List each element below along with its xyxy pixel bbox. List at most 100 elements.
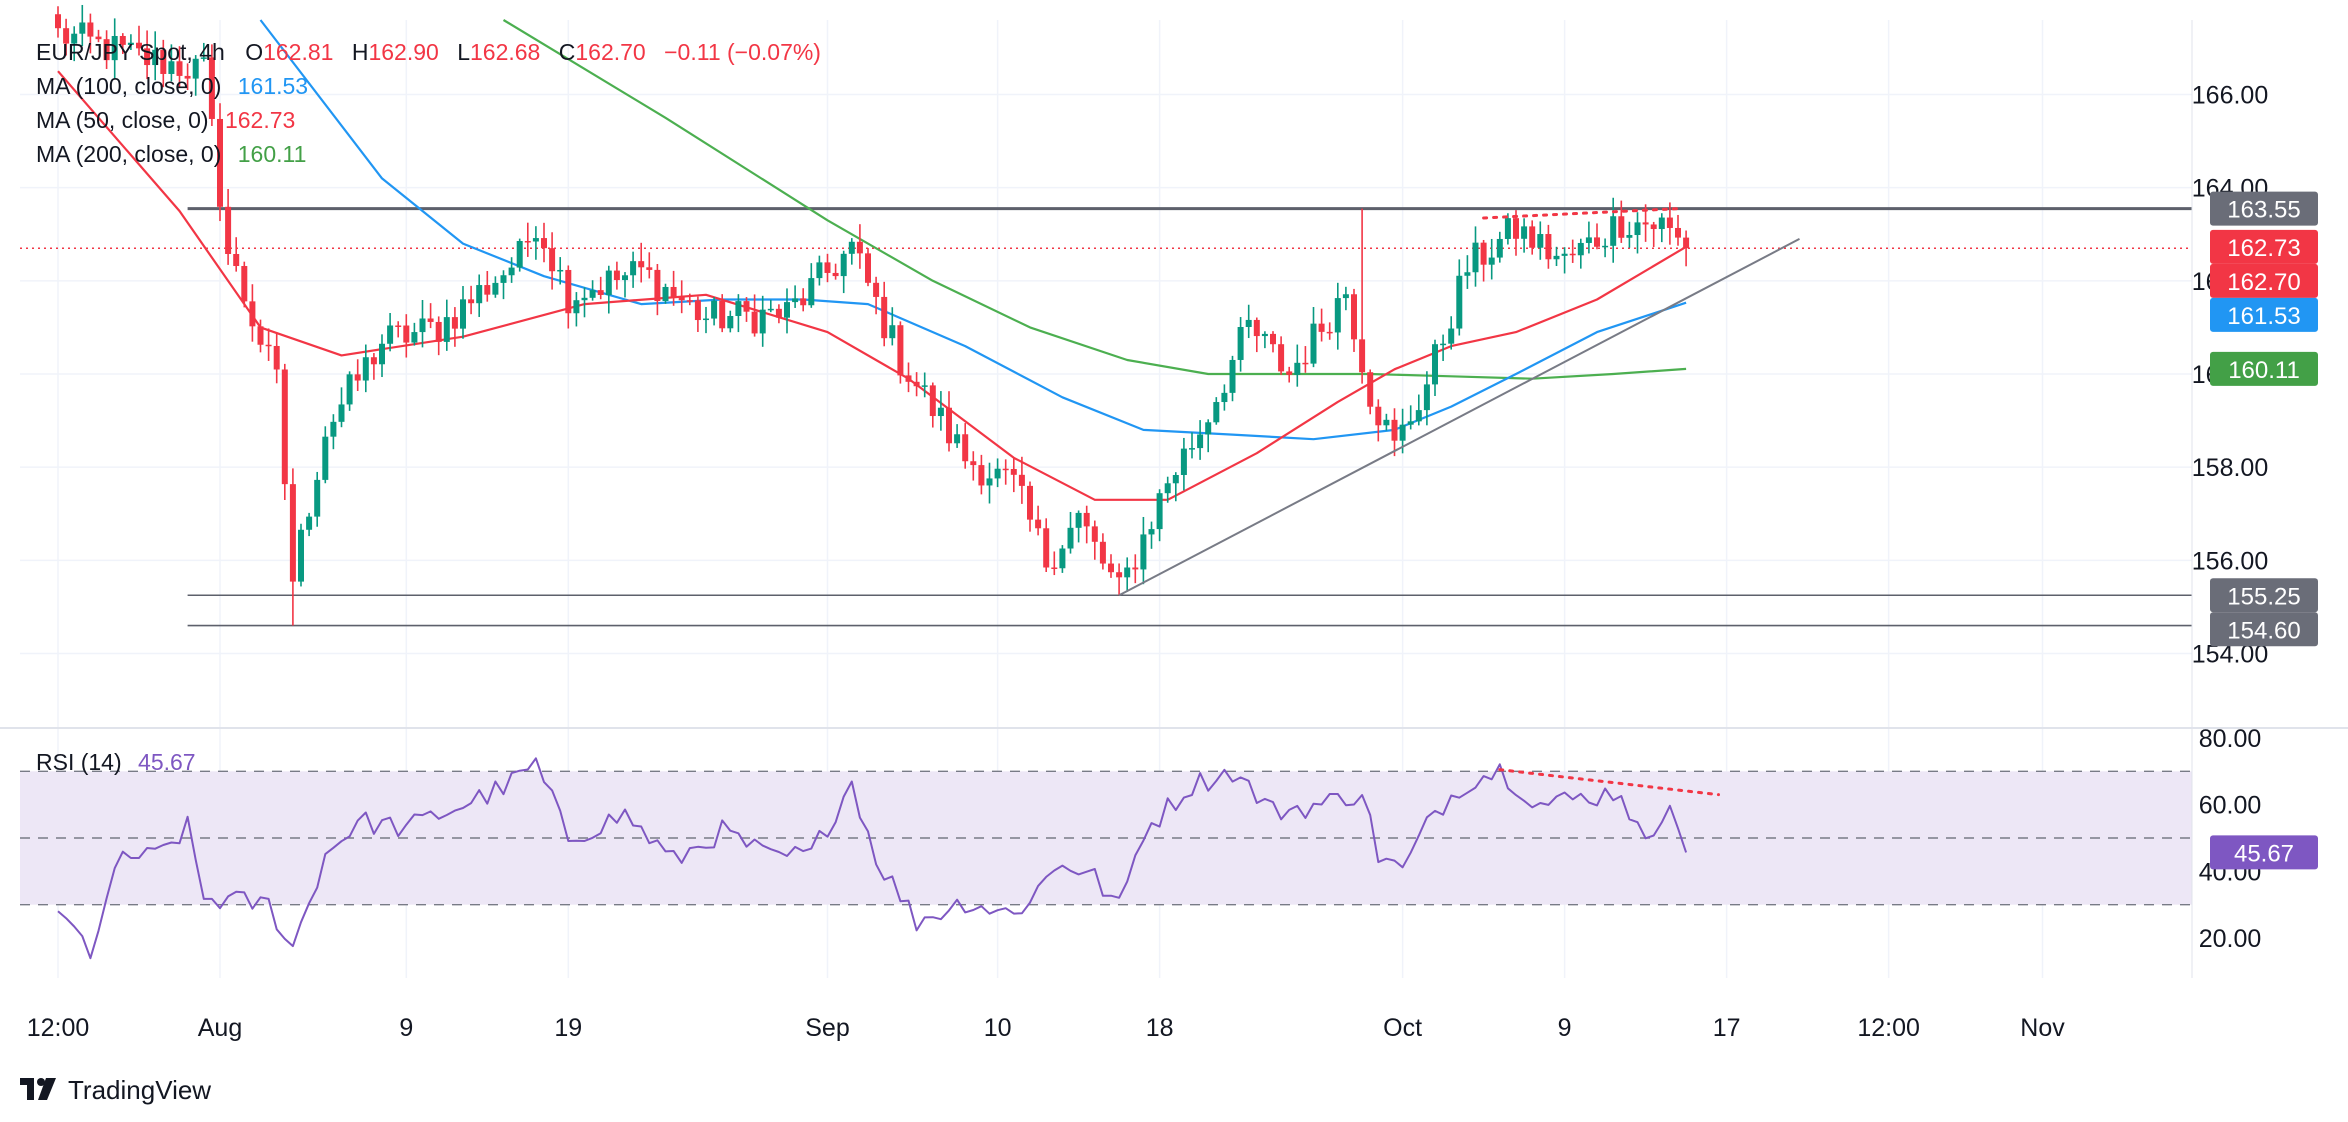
candle-body (662, 286, 669, 302)
candle-body (435, 321, 442, 342)
candle-body (1342, 294, 1349, 299)
horizontal-levels (20, 207, 2192, 627)
candle-body (735, 301, 742, 316)
tradingview-brand[interactable]: TradingView (20, 1070, 211, 1110)
candle (1132, 554, 1139, 584)
candle-body (954, 434, 961, 444)
candle-body (63, 28, 70, 44)
low-label: L (457, 39, 470, 65)
candle (1351, 288, 1357, 352)
x-tick-label: 12:00 (1857, 1014, 1920, 1042)
candle (1553, 246, 1560, 267)
x-tick-label: 9 (1558, 1014, 1572, 1042)
candle (703, 306, 709, 334)
rsi-value: 45.67 (138, 749, 196, 775)
candle (630, 251, 637, 288)
candle (1545, 224, 1552, 269)
candle (1618, 200, 1625, 243)
candle (451, 307, 458, 347)
candle-body (484, 285, 491, 295)
candle-body (208, 57, 215, 119)
pane-separators (0, 20, 2348, 978)
price-badge: 162.70 (2210, 263, 2318, 298)
candle (1569, 239, 1576, 263)
candle (1666, 202, 1673, 245)
candle (848, 238, 855, 265)
candle-body (1172, 475, 1179, 484)
candle-body (136, 42, 142, 49)
candle (905, 362, 912, 393)
candle (759, 295, 766, 347)
candle-body (1553, 255, 1560, 260)
candle (573, 292, 580, 327)
close-value: 162.70 (575, 39, 645, 65)
candle-body (95, 36, 102, 40)
candle (1561, 247, 1568, 274)
price-badge-bg (2210, 191, 2318, 226)
candle-body (1383, 419, 1390, 426)
candle (1180, 437, 1187, 491)
candle-body (913, 381, 920, 387)
price-badge-text: 160.11 (2228, 357, 2300, 384)
price-badge-bg (2210, 351, 2318, 386)
candle-body (338, 404, 345, 422)
candle-body (1634, 222, 1641, 236)
candle (1197, 420, 1204, 460)
candle-body (1027, 485, 1033, 520)
candle (1035, 505, 1042, 536)
candle (427, 303, 434, 329)
candle (346, 371, 353, 411)
x-tick-label: 18 (1146, 1014, 1174, 1042)
candle-body (727, 315, 734, 329)
rsi-divergence-line (1498, 768, 1720, 797)
candle-body (160, 49, 167, 74)
candle-body (856, 241, 863, 254)
candle-body (678, 296, 685, 301)
candle (694, 296, 701, 332)
candle (1124, 557, 1131, 592)
candle-body (986, 478, 993, 486)
y-tick-label: 156.00 (2192, 547, 2268, 575)
candle-body (1059, 548, 1066, 569)
candle (1245, 304, 1252, 339)
candle-body (468, 299, 475, 304)
candle-body (889, 325, 896, 339)
candle (1496, 231, 1503, 263)
candle-body (1318, 323, 1325, 332)
ascending-trendline (1118, 238, 1800, 597)
candle-body (929, 385, 936, 417)
candle (678, 280, 685, 314)
candle-body (1423, 384, 1430, 411)
candle-body (1164, 483, 1171, 494)
candlestick-series (55, 4, 1690, 626)
candle-body (808, 278, 815, 306)
candle-body (176, 61, 183, 76)
price-divergence-line (1482, 207, 1680, 220)
candle (184, 63, 191, 91)
candle-body (127, 42, 134, 45)
candle (1521, 218, 1528, 253)
candle (144, 30, 151, 80)
candle-body (1245, 319, 1252, 328)
candle-body (1229, 359, 1236, 393)
candle-body (1156, 493, 1163, 530)
candle-body (1148, 529, 1155, 535)
candle-body (1585, 237, 1592, 243)
price-badge-text: 163.55 (2227, 197, 2300, 224)
price-badge-text: 162.73 (2227, 235, 2300, 262)
price-badge: 160.11 (2210, 351, 2318, 386)
candle-body (1359, 339, 1366, 373)
candle-body (719, 300, 726, 329)
candle-body (532, 238, 539, 242)
candle-body (1075, 512, 1082, 528)
candle-body (1496, 238, 1503, 258)
candle-body (233, 253, 240, 267)
open-label: O (245, 39, 263, 65)
candle-body (1180, 448, 1187, 476)
candle-body (111, 35, 118, 61)
rsi-tick-label: 20.00 (2199, 925, 2262, 953)
candle-body (622, 275, 628, 281)
candle-body (1326, 331, 1333, 334)
candle-body (816, 262, 823, 279)
